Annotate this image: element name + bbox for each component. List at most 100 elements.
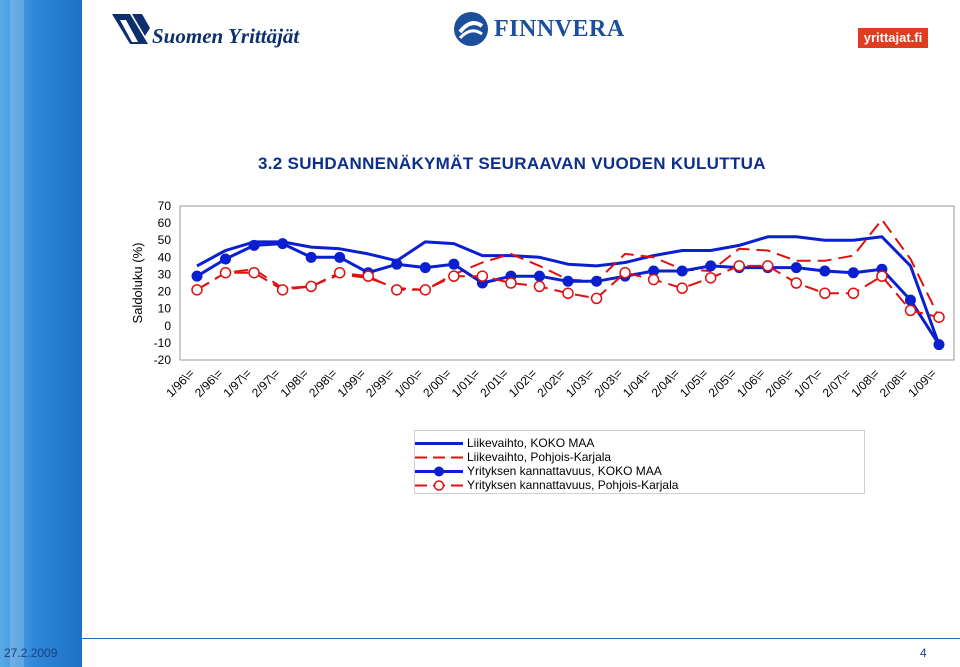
footer-date: 27.2.2009 — [4, 646, 58, 660]
data-point — [533, 270, 545, 282]
data-point — [448, 270, 460, 282]
logo-finnvera: FINNVERA — [454, 12, 634, 52]
y-axis-label: Saldoluku (%) — [130, 243, 145, 324]
x-tick-label: 1/05\= — [677, 366, 711, 400]
data-point — [819, 287, 831, 300]
chart-title: 3.2 SUHDANNENÄKYMÄT SEURAAVAN VUODEN KUL… — [258, 154, 766, 173]
legend-swatch — [415, 466, 463, 477]
x-tick-label: 1/02\= — [506, 366, 540, 400]
data-point — [391, 284, 403, 296]
y-tick-label: 70 — [158, 199, 172, 213]
y-tick-label: 20 — [158, 285, 172, 299]
x-tick-label: 2/98\= — [306, 366, 340, 400]
legend-swatch — [415, 480, 463, 491]
data-point — [334, 251, 346, 263]
data-point — [676, 282, 688, 294]
data-point — [790, 262, 802, 274]
x-tick-label: 2/02\= — [534, 366, 568, 400]
bar-highlight — [10, 0, 24, 667]
x-tick-label: 1/98\= — [278, 366, 312, 400]
legend-swatch — [415, 442, 463, 445]
x-tick-label: 2/99\= — [363, 366, 397, 400]
data-point — [191, 284, 203, 296]
x-tick-label: 2/04\= — [649, 366, 683, 400]
logo-suomen-yrittajat-text: Suomen Yrittäjät — [152, 24, 300, 48]
data-point — [391, 258, 403, 270]
x-tick-label: 2/06\= — [763, 366, 797, 400]
x-tick-label: 1/03\= — [563, 366, 597, 400]
data-point — [248, 266, 260, 279]
data-point — [733, 260, 745, 272]
legend-item: Liikevaihto, Pohjois-Karjala — [415, 450, 864, 465]
data-point — [476, 270, 489, 282]
legend-label: Yrityksen kannattavuus, KOKO MAA — [467, 464, 662, 478]
data-point — [220, 253, 232, 265]
data-point — [819, 265, 831, 277]
data-point — [676, 265, 688, 277]
x-tick-label: 2/07\= — [820, 366, 854, 400]
data-point — [191, 270, 203, 282]
legend-swatch — [415, 456, 463, 459]
y-tick-label: 60 — [158, 216, 172, 230]
finnvera-emblem-icon — [454, 12, 488, 46]
data-point — [933, 339, 945, 351]
data-point — [847, 267, 859, 279]
legend-item: Liikevaihto, KOKO MAA — [415, 436, 864, 451]
page-number: 4 — [920, 646, 927, 660]
data-point — [305, 251, 317, 263]
x-tick-label: 2/03\= — [591, 366, 625, 400]
x-tick-label: 1/08\= — [848, 366, 882, 400]
x-tick-label: 1/00\= — [392, 366, 426, 400]
data-point — [533, 280, 546, 293]
data-point — [362, 270, 374, 282]
footer-divider — [82, 638, 960, 639]
data-point — [790, 277, 803, 289]
x-tick-label: 2/97\= — [249, 366, 283, 400]
left-decorative-bar — [0, 0, 82, 667]
legend-label: Liikevaihto, KOKO MAA — [467, 436, 595, 450]
legend-label: Yrityksen kannattavuus, Pohjois-Karjala — [467, 478, 679, 492]
x-tick-label: 2/01\= — [477, 366, 511, 400]
data-point — [619, 266, 631, 279]
data-point — [762, 260, 774, 272]
x-tick-label: 1/96\= — [163, 366, 197, 400]
logo-finnvera-text: FINNVERA — [494, 16, 625, 42]
data-point — [562, 287, 574, 300]
data-point — [705, 260, 717, 272]
y-tick-label: 30 — [158, 267, 172, 281]
data-point — [419, 284, 432, 296]
y-tick-label: -20 — [154, 353, 172, 367]
legend-item: Yrityksen kannattavuus, KOKO MAA — [415, 464, 864, 479]
data-point — [305, 280, 317, 293]
logo-suomen-yrittajat: Suomen Yrittäjät — [112, 12, 312, 52]
x-tick-label: 2/96\= — [192, 366, 226, 400]
x-tick-label: 2/05\= — [706, 366, 740, 400]
data-point — [277, 238, 289, 250]
data-point — [219, 266, 232, 279]
x-tick-label: 2/00\= — [420, 366, 454, 400]
y-tick-label: 10 — [158, 302, 172, 316]
data-point — [933, 311, 945, 323]
y-tick-label: 50 — [158, 233, 172, 247]
data-point — [590, 292, 603, 305]
data-point — [704, 272, 717, 284]
data-point — [562, 275, 574, 287]
data-point — [448, 258, 460, 270]
y-tick-label: 0 — [164, 319, 171, 333]
x-tick-label: 2/08\= — [877, 366, 911, 400]
logo-yrittajat-fi: yrittajat.fi — [858, 28, 928, 48]
x-tick-label: 1/99\= — [335, 366, 369, 400]
data-point — [276, 284, 289, 296]
plot-area — [179, 205, 955, 361]
data-point — [647, 273, 660, 286]
data-point — [248, 239, 260, 251]
y-tick-label: -10 — [154, 336, 172, 350]
data-point — [333, 266, 346, 279]
legend-label: Liikevaihto, Pohjois-Karjala — [467, 450, 612, 464]
suomen-yrittajat-mark-icon — [112, 14, 150, 44]
x-tick-label: 1/04\= — [620, 366, 654, 400]
y-tick-label: 40 — [158, 250, 172, 264]
x-tick-label: 1/07\= — [791, 366, 825, 400]
chart-legend: Liikevaihto, KOKO MAA Liikevaihto, Pohjoi… — [414, 430, 865, 494]
